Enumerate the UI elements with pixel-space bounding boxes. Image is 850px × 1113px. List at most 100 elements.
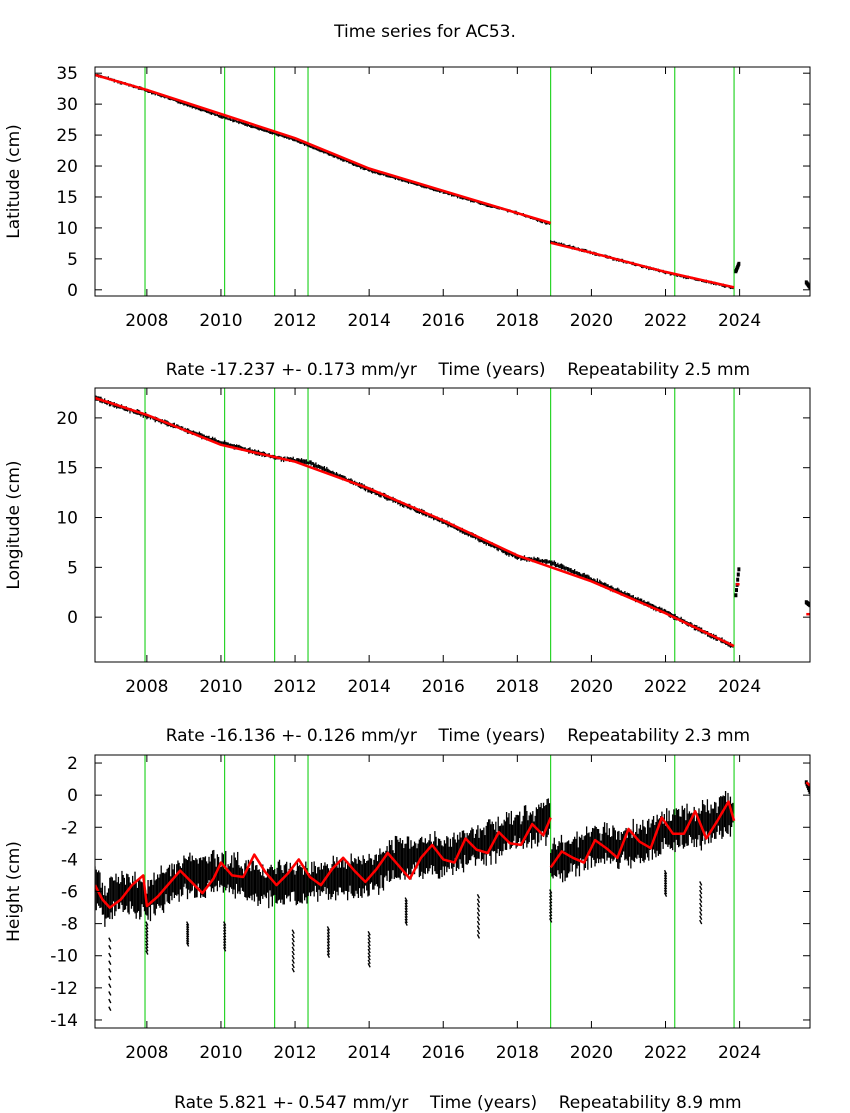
latitude-xtick-label: 2008 (125, 311, 168, 331)
latitude-xtick-label: 2012 (273, 311, 316, 331)
height-outlier-point (145, 940, 149, 946)
height-outlier-point (699, 915, 703, 921)
height-outlier-point (549, 895, 553, 901)
height-outlier-point (145, 943, 149, 949)
height-outlier-point (291, 959, 295, 964)
height-outlier-point (223, 946, 227, 952)
height-outlier-point (291, 963, 295, 969)
height-outlier-point (108, 945, 112, 950)
height-outlier-point (185, 928, 190, 933)
height-outlier-point (223, 935, 227, 941)
height-outlier-point (367, 945, 371, 950)
height-outlier-point (326, 938, 331, 943)
height-outlier-point (699, 906, 703, 912)
height-outlier-point (145, 927, 149, 933)
height-outlier-point (549, 908, 553, 914)
height-xtick-label: 2018 (496, 1043, 539, 1063)
height-outlier-point (367, 948, 371, 954)
longitude-ytick-label: 0 (67, 608, 78, 628)
height-outlier-point (291, 950, 295, 956)
height-outlier-point (145, 930, 149, 936)
height-outlier-point (326, 932, 331, 937)
height-outlier-point (549, 905, 553, 910)
latitude-plot-area (95, 73, 810, 290)
height-outlier-point (404, 921, 408, 926)
height-outlier-point (549, 911, 553, 917)
latitude-ytick-label: 20 (56, 157, 78, 177)
height-outlier-point (476, 907, 481, 913)
height-outlier-point (404, 915, 408, 921)
height-outlier-point (185, 925, 190, 931)
height-plot-area (95, 780, 810, 1012)
height-outlier-point (699, 898, 703, 903)
height-outlier-point (663, 882, 668, 888)
height-outlier-point (663, 892, 668, 898)
height-ytick-label: -2 (61, 818, 78, 838)
height-outlier-point (185, 942, 190, 947)
height-outlier-point (145, 950, 149, 955)
height-outlier-point (185, 939, 190, 945)
height-outlier-point (663, 887, 668, 893)
height-outlier-point (549, 892, 553, 898)
height-outlier-point (699, 894, 703, 899)
height-outlier-point (291, 942, 295, 947)
height-outlier-point (108, 998, 112, 1004)
longitude-panel: 0 5 10 15 20 2008 2010 2012 2014 2016 2018 2020 2022… (4, 387, 811, 697)
longitude-ytick-label: 20 (56, 409, 78, 429)
height-outlier-point (326, 947, 331, 952)
longitude-ytick-label: 5 (67, 558, 78, 578)
height-outlier-point (326, 953, 331, 959)
longitude-repeatability-label: Repeatability 2.3 mm (567, 726, 751, 746)
height-xtick-label: 2016 (422, 1043, 465, 1063)
latitude-xtick-label: 2010 (199, 311, 242, 331)
height-outlier-point (185, 930, 190, 936)
height-outlier-point (476, 925, 481, 930)
height-outlier-point (223, 938, 227, 944)
height-outlier-point (223, 927, 227, 932)
longitude-xtick-label: 2014 (348, 677, 391, 697)
height-outlier-point (367, 952, 371, 957)
height-outlier-point (185, 923, 190, 929)
longitude-xtick-label: 2018 (496, 677, 539, 697)
height-outlier-point (367, 963, 371, 968)
height-outlier-point (326, 941, 331, 946)
latitude-ytick-label: 5 (67, 250, 78, 270)
height-outlier-point (108, 968, 112, 973)
height-outlier-point (291, 929, 295, 934)
height-outlier-point (367, 934, 371, 940)
height-outlier-point (476, 929, 481, 935)
height-ytick-label: -12 (50, 979, 78, 999)
height-xtick-label: 2020 (570, 1043, 613, 1063)
height-outlier-point (108, 991, 112, 996)
latitude-obs-point (808, 285, 810, 290)
latitude-repeatability-label: Repeatability 2.5 mm (567, 360, 751, 380)
height-outlier-point (291, 933, 295, 939)
height-outlier-point (108, 983, 112, 989)
longitude-rate-label: Rate -16.136 +- 0.126 mm/yr (165, 726, 417, 746)
height-obs-point (808, 789, 810, 794)
height-outlier-point (549, 898, 553, 904)
height-xtick-label: 2024 (718, 1043, 761, 1063)
height-outlier-point (367, 938, 371, 943)
height-xtick-label: 2022 (644, 1043, 687, 1063)
longitude-xtick-label: 2008 (125, 677, 168, 697)
height-outlier-point (404, 897, 408, 902)
longitude-xlabel: Rate -16.136 +- 0.126 mm/yr Time (years)… (95, 706, 810, 746)
height-ytick-label: -8 (61, 915, 78, 935)
height-outlier-point (404, 905, 408, 910)
height-outlier-point (291, 967, 295, 973)
height-outlier-point (476, 902, 481, 908)
height-outlier-point (145, 937, 149, 942)
height-outlier-point (108, 937, 112, 942)
longitude-ytick-label: 15 (56, 459, 78, 479)
height-outlier-point (404, 913, 408, 918)
height-rate-label: Rate 5.821 +- 0.547 mm/yr (174, 1093, 409, 1113)
height-outlier-point (404, 910, 408, 916)
longitude-xtick-label: 2024 (718, 677, 761, 697)
height-panel: 2 0 -2 -4 -6 -8 -10 -12 -14 2008 2010 2012 2014 2016 2… (4, 754, 811, 1063)
latitude-xtick-label: 2022 (644, 311, 687, 331)
latitude-ytick-label: 30 (56, 95, 78, 115)
latitude-ytick-label: 35 (56, 64, 78, 84)
figure-title: Time series for AC53. (334, 22, 516, 42)
latitude-obs-point (737, 261, 741, 266)
